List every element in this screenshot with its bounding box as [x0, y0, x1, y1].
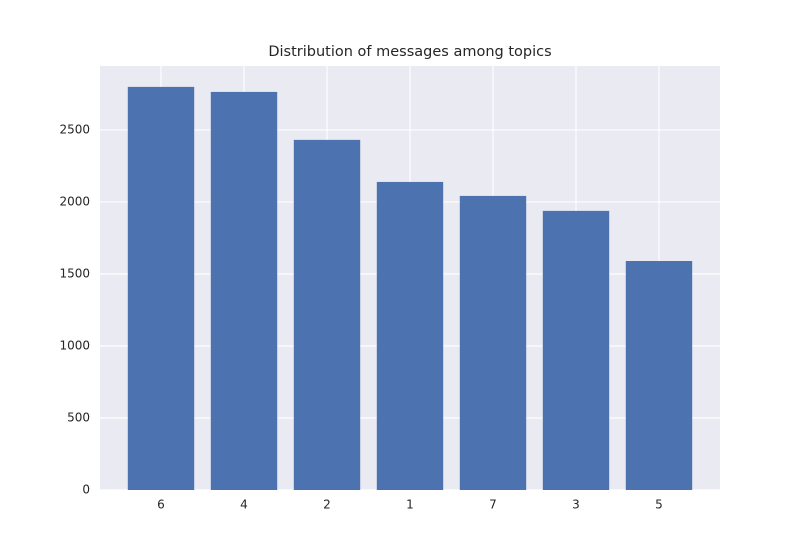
- bar: [459, 195, 527, 491]
- y-tick-label: 1500: [59, 266, 90, 280]
- x-tick-label: 2: [323, 498, 331, 512]
- bar: [293, 139, 361, 490]
- x-tick-label: 1: [406, 498, 414, 512]
- x-tick-label: 6: [157, 498, 165, 512]
- x-tick-label: 7: [489, 498, 497, 512]
- y-tick-label: 2500: [59, 122, 90, 136]
- x-tick-label: 3: [572, 498, 580, 512]
- bar: [127, 86, 195, 491]
- chart-title: Distribution of messages among topics: [268, 44, 551, 60]
- y-tick-label: 500: [67, 410, 90, 424]
- y-tick-label: 1000: [59, 338, 90, 352]
- bar: [625, 261, 693, 490]
- bar: [376, 181, 444, 490]
- x-tick-label: 4: [240, 498, 248, 512]
- bar: [542, 210, 610, 490]
- x-tick-label: 5: [655, 498, 663, 512]
- y-tick-label: 2000: [59, 194, 90, 208]
- bar: [210, 91, 278, 490]
- y-tick-label: 0: [82, 483, 90, 497]
